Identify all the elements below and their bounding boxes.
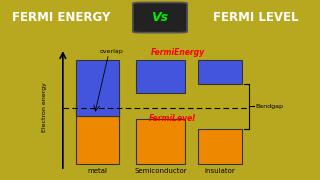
Text: Bandgap: Bandgap — [256, 104, 284, 109]
Text: FermiEnergy: FermiEnergy — [151, 48, 205, 57]
Bar — [136, 60, 185, 93]
Bar — [76, 60, 119, 116]
Text: FermiLevel: FermiLevel — [148, 114, 196, 123]
Bar — [76, 108, 119, 164]
Bar — [198, 129, 242, 164]
Bar — [76, 102, 119, 116]
FancyBboxPatch shape — [133, 3, 187, 33]
Bar — [136, 119, 185, 164]
Text: Semiconductor: Semiconductor — [134, 168, 187, 174]
Text: FERMI LEVEL: FERMI LEVEL — [213, 11, 299, 24]
Text: insulator: insulator — [204, 168, 235, 174]
Bar — [198, 60, 242, 84]
Text: Vs: Vs — [151, 11, 169, 24]
Text: FERMI ENERGY: FERMI ENERGY — [12, 11, 110, 24]
Text: metal: metal — [87, 168, 107, 174]
Text: overlap: overlap — [100, 49, 123, 54]
Text: Electron energy: Electron energy — [42, 83, 47, 132]
